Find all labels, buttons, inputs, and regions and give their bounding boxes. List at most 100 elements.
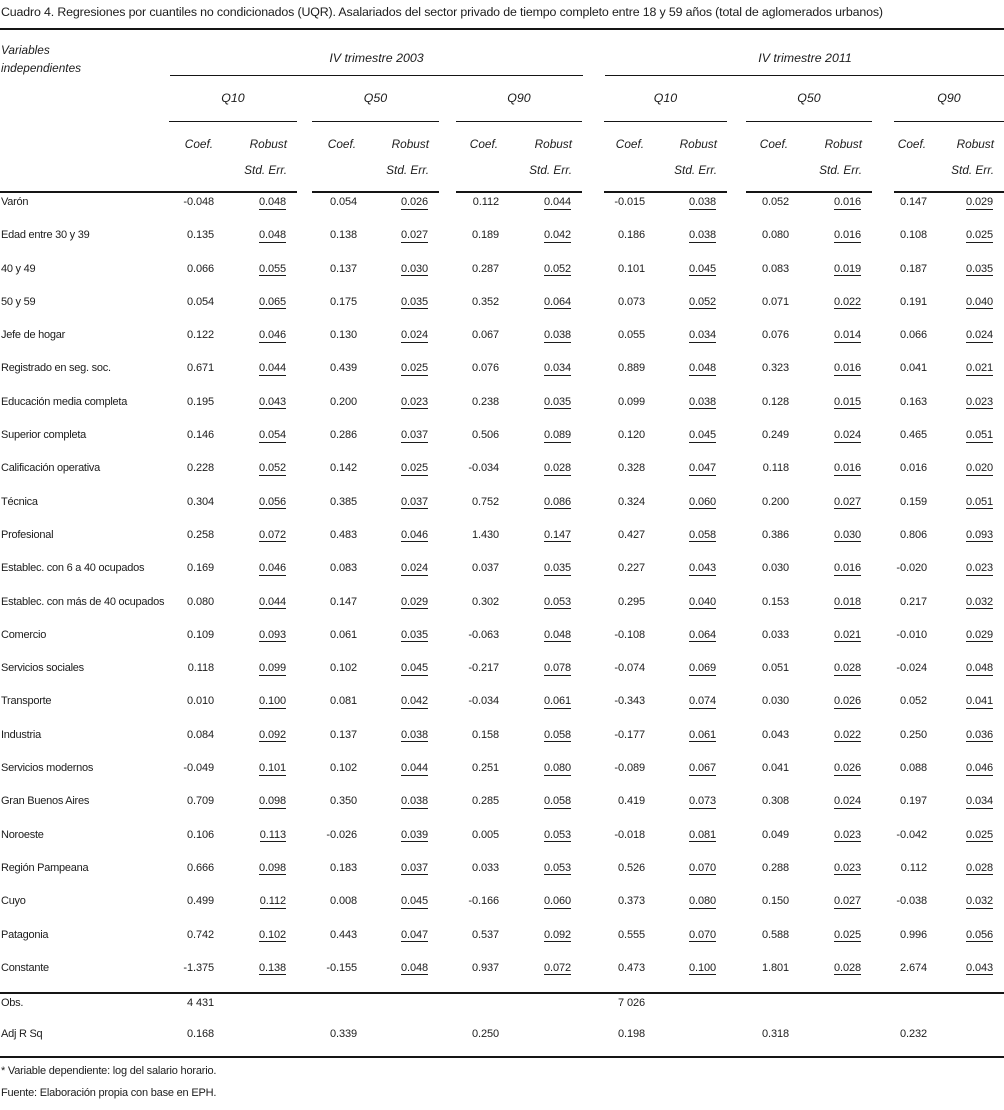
table-row: Registrado en seg. soc. 0.671 0.044 0.439 0.… [0, 359, 1004, 392]
stderr-cell: 0.016 [807, 362, 873, 392]
stderr-cell: 0.051 [945, 429, 1004, 459]
coef-cell: 0.195 [186, 395, 214, 408]
table-row: Servicios sociales 0.118 0.099 0.102 0.045 -0… [0, 659, 1004, 692]
stderr-cell: 0.026 [807, 695, 873, 725]
stderr-value: 0.016 [833, 229, 861, 243]
summary-row-label: Obs. [1, 997, 24, 1010]
stderr-value: 0.027 [833, 495, 861, 510]
stderr-value: 0.098 [258, 861, 286, 876]
coef-cell: 0.073 [617, 295, 645, 308]
table-row: Servicios modernos -0.049 0.101 0.102 0.044 0… [0, 759, 1004, 792]
coef-cell: 0.043 [761, 728, 789, 741]
stderr-value: 0.112 [259, 895, 286, 909]
table-row: Establec. con más de 40 ocupados 0.080 0.0… [0, 593, 1004, 626]
coef-cell: 0.016 [899, 462, 927, 475]
stderr-value: 0.073 [688, 795, 716, 809]
stderr-cell: 0.040 [663, 596, 728, 626]
stderr-cell: 0.035 [945, 263, 1004, 293]
coef-cell: 0.147 [899, 196, 927, 208]
stderr-value: 0.016 [833, 196, 861, 210]
row-label: Varón [1, 196, 29, 208]
stderr-value: 0.070 [688, 861, 716, 876]
stderr-value: 0.015 [833, 395, 861, 410]
table-row: 50 y 59 0.054 0.065 0.175 0.035 0.352 0.064 0.0… [0, 293, 1004, 326]
column-gap [583, 496, 605, 526]
stderr-cell: 0.038 [663, 396, 728, 426]
stderr-cell: 0.014 [807, 329, 873, 359]
row-label: Servicios sociales [1, 662, 84, 675]
coef-cell: 0.249 [761, 429, 789, 442]
stderr-value: 0.058 [543, 795, 571, 809]
stderr-cell: 0.064 [663, 629, 728, 659]
stderr-value: 0.056 [258, 495, 286, 510]
stderr-value: 0.014 [833, 329, 861, 343]
coef-cell: 0.108 [899, 229, 927, 242]
stderr-cell: 0.055 [232, 263, 298, 293]
column-gap [583, 762, 605, 792]
column-gap [728, 529, 747, 559]
stderr-cell: 0.044 [232, 362, 298, 392]
column-gap [298, 496, 313, 526]
column-gap [583, 229, 605, 259]
stderr-cell: 0.038 [663, 196, 728, 226]
stderr-cell: 0.072 [517, 962, 583, 992]
stat-header-group: Coef. Robust Std. Err. [456, 122, 582, 193]
stderr-value: 0.024 [400, 562, 428, 576]
column-gap [0, 76, 169, 122]
coef-cell: 0.153 [761, 595, 789, 608]
coef-cell: 0.286 [329, 429, 357, 442]
coef-cell: -0.038 [896, 895, 927, 908]
stderr-value: 0.043 [965, 961, 993, 976]
column-gap [298, 997, 313, 1025]
empty-cell [232, 997, 298, 1025]
stderr-value: 0.028 [833, 961, 861, 976]
stderr-cell: 0.046 [375, 529, 440, 559]
coef-cell: 0.083 [329, 562, 357, 575]
row-label: Establec. con más de 40 ocupados [1, 595, 165, 608]
stderr-cell: 0.053 [517, 596, 583, 626]
column-gap [298, 829, 313, 859]
column-gap [583, 662, 605, 692]
stderr-value: 0.043 [258, 395, 286, 410]
column-gap [440, 229, 457, 259]
stderr-cell: 0.048 [232, 229, 298, 259]
coef-cell: 0.041 [899, 362, 927, 375]
coef-cell: 0.010 [186, 695, 214, 708]
stderr-cell: 0.044 [232, 596, 298, 626]
coef-cell: 0.146 [186, 429, 214, 442]
column-gap [728, 263, 747, 293]
column-gap [298, 329, 313, 359]
stderr-value: 0.042 [543, 229, 571, 243]
column-gap [728, 997, 747, 1025]
stderr-cell: 0.037 [375, 496, 440, 526]
stderr-cell: 0.038 [375, 795, 440, 825]
stderr-value: 0.044 [543, 196, 571, 210]
coef-header: Coef. [615, 137, 644, 151]
stderr-cell: 0.086 [517, 496, 583, 526]
stderr-cell: 0.023 [807, 862, 873, 892]
stderr-value: 0.101 [258, 762, 286, 776]
column-gap [582, 76, 604, 122]
row-label: Industria [1, 728, 41, 741]
column-gap [440, 196, 457, 226]
coef-cell: 0.937 [471, 961, 499, 974]
coef-cell: -0.166 [468, 895, 499, 908]
stderr-value: 0.044 [400, 762, 428, 776]
table-row: Constante -1.375 0.138 -0.155 0.048 0.937 0.07… [0, 959, 1004, 992]
coef-cell: 0.506 [471, 429, 499, 442]
column-gap [440, 1028, 457, 1056]
stderr-value: 0.047 [688, 462, 716, 476]
stderr-value: 0.028 [833, 662, 861, 676]
column-gap [298, 729, 313, 759]
stderr-cell: 0.064 [517, 296, 583, 326]
stderr-value: 0.046 [258, 562, 286, 576]
rule-below-table [0, 1056, 1004, 1059]
coef-cell: 0.049 [761, 828, 789, 841]
column-gap [583, 296, 605, 326]
table-row: Transporte 0.010 0.100 0.081 0.042 -0.034 0.06… [0, 692, 1004, 725]
column-gap [728, 229, 747, 259]
coef-cell: 0.120 [617, 429, 645, 442]
coef-cell: -0.034 [468, 695, 499, 708]
coef-cell: 0.041 [761, 762, 789, 775]
table-row: 40 y 49 0.066 0.055 0.137 0.030 0.287 0.052 0.1… [0, 260, 1004, 293]
